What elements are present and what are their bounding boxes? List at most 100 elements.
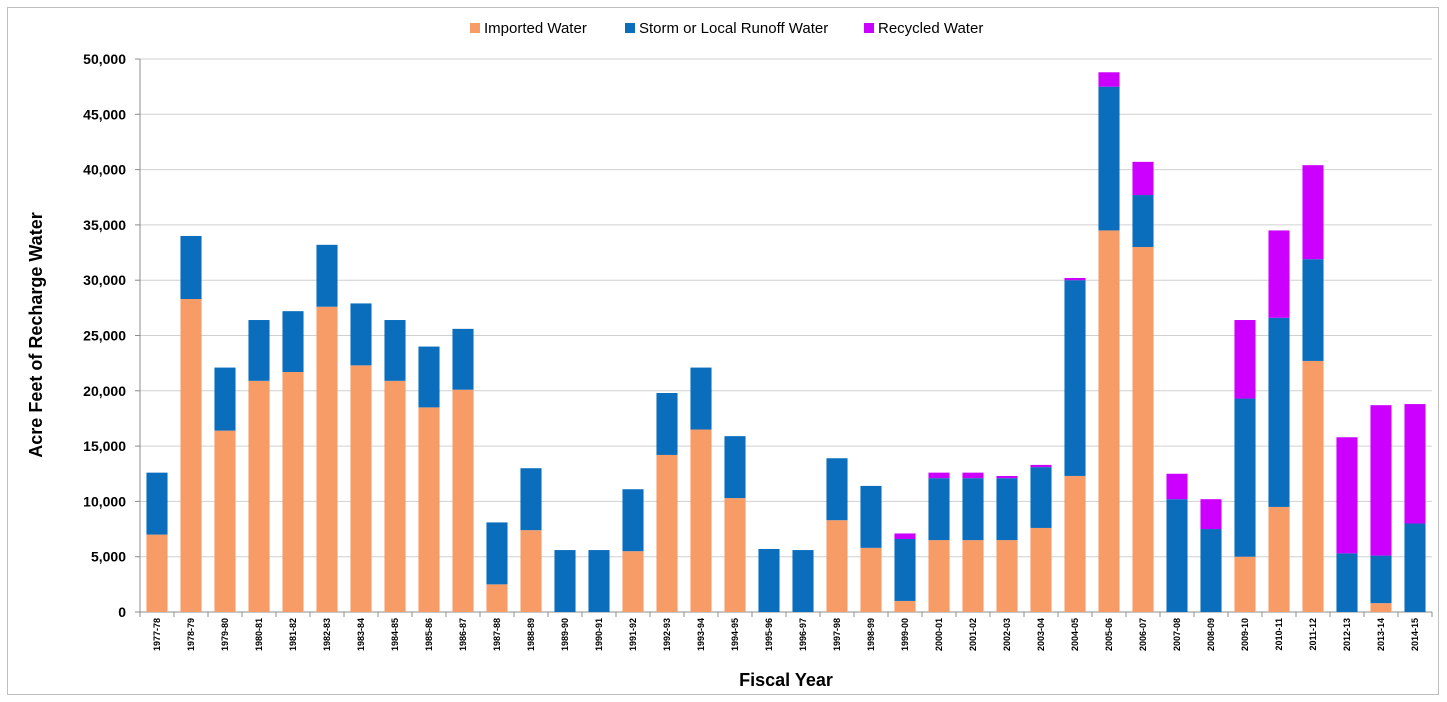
bar-segment <box>1132 161 1154 196</box>
x-tick-label: 2008-09 <box>1206 618 1216 651</box>
bars <box>146 72 1426 612</box>
legend-label: Recycled Water <box>878 20 983 37</box>
x-tick-label: 1985-86 <box>424 618 434 651</box>
legend-label: Imported Water <box>484 20 587 37</box>
y-tick-label: 25,000 <box>83 328 126 344</box>
y-tick-label: 50,000 <box>83 51 126 67</box>
bar-segment <box>316 306 338 612</box>
bar-segment <box>418 407 440 612</box>
y-tick-label: 20,000 <box>83 383 126 399</box>
bar-segment <box>1064 277 1086 281</box>
bar-segment <box>928 472 950 479</box>
legend-swatch <box>625 23 635 33</box>
bar-segment <box>350 365 372 612</box>
chart-frame <box>7 7 1439 695</box>
bar-segment <box>180 235 202 300</box>
y-axis: 0 5,000 10,000 15,000 20,000 25,000 30,000 35,0… <box>83 51 141 620</box>
bar-segment <box>418 346 440 408</box>
bar-segment <box>826 520 848 612</box>
bar-segment <box>928 478 950 541</box>
bar-segment <box>248 320 270 381</box>
x-axis: 1977-78 1978-79 1979-80 1980-81 1981-82 1982-… <box>139 612 1433 651</box>
x-tick-label: 2010-11 <box>1274 618 1284 651</box>
bar-segment <box>1302 165 1324 260</box>
x-tick-label: 2014-15 <box>1410 618 1420 651</box>
bar-segment <box>996 540 1018 612</box>
bar-segment <box>1268 230 1290 318</box>
bar-segment <box>928 540 950 612</box>
bar-segment <box>724 436 746 499</box>
x-tick-label: 1977-78 <box>152 618 162 651</box>
bar-segment <box>1030 527 1052 612</box>
x-tick-label: 1980-81 <box>254 618 264 651</box>
bar-segment <box>894 533 916 540</box>
bar-segment <box>1200 499 1222 530</box>
x-tick-label: 1986-87 <box>458 618 468 651</box>
legend-label: Storm or Local Runoff Water <box>639 20 828 37</box>
bar-segment <box>758 548 780 612</box>
bar-segment <box>1234 398 1256 557</box>
x-tick-label: 2005-06 <box>1104 618 1114 651</box>
x-tick-label: 1995-96 <box>764 618 774 651</box>
bar-segment <box>656 454 678 612</box>
bar-segment <box>350 303 372 366</box>
bar-segment <box>316 244 338 307</box>
bar-segment <box>146 472 168 535</box>
bar-segment <box>486 522 508 585</box>
x-axis-title: Fiscal Year <box>739 670 833 690</box>
bar-segment <box>826 458 848 521</box>
x-tick-label: 1991-92 <box>628 618 638 651</box>
bar-segment <box>962 472 984 479</box>
bar-segment <box>724 498 746 612</box>
bar-segment <box>1302 360 1324 612</box>
bar-segment <box>1404 523 1426 612</box>
bar-segment <box>1336 553 1358 612</box>
bar-segment <box>146 534 168 612</box>
bar-segment <box>1132 247 1154 612</box>
bar-segment <box>860 485 882 548</box>
bar-segment <box>962 540 984 612</box>
bar-segment <box>622 551 644 612</box>
y-tick-label: 40,000 <box>83 162 126 178</box>
bar-segment <box>1098 72 1120 87</box>
bar-segment <box>1370 555 1392 604</box>
x-tick-label: 2013-14 <box>1376 618 1386 651</box>
x-tick-label: 1993-94 <box>696 618 706 651</box>
bar-segment <box>894 539 916 601</box>
bar-segment <box>452 328 474 390</box>
bar-segment <box>1268 506 1290 612</box>
x-tick-label: 2011-12 <box>1308 618 1318 651</box>
bar-segment <box>1234 556 1256 612</box>
bar-segment <box>248 380 270 612</box>
x-tick-label: 1987-88 <box>492 618 502 651</box>
bar-segment <box>656 393 678 455</box>
x-tick-label: 1983-84 <box>356 618 366 651</box>
bar-segment <box>452 389 474 612</box>
bar-segment <box>1098 230 1120 612</box>
x-tick-label: 2000-01 <box>934 618 944 651</box>
bar-segment <box>384 320 406 381</box>
x-tick-label: 2007-08 <box>1172 618 1182 651</box>
y-tick-label: 45,000 <box>83 106 126 122</box>
x-tick-label: 1982-83 <box>322 618 332 651</box>
bar-segment <box>996 475 1018 479</box>
y-tick-label: 35,000 <box>83 217 126 233</box>
bar-segment <box>214 367 236 431</box>
bar-segment <box>1200 529 1222 612</box>
x-tick-label: 2004-05 <box>1070 618 1080 651</box>
bar-segment <box>180 299 202 612</box>
bar-segment <box>690 367 712 430</box>
y-axis-title: Acre Feet of Recharge Water <box>26 212 46 457</box>
bar-segment <box>622 489 644 552</box>
bar-segment <box>1064 280 1086 476</box>
bar-segment <box>520 468 542 531</box>
bar-segment <box>1302 259 1324 361</box>
bar-segment <box>894 600 916 612</box>
x-tick-label: 2002-03 <box>1002 618 1012 651</box>
bar-segment <box>214 430 236 612</box>
bar-segment <box>1132 195 1154 248</box>
bar-segment <box>1370 603 1392 612</box>
x-tick-label: 2001-02 <box>968 618 978 651</box>
bar-segment <box>1030 467 1052 528</box>
bar-segment <box>1098 86 1120 231</box>
